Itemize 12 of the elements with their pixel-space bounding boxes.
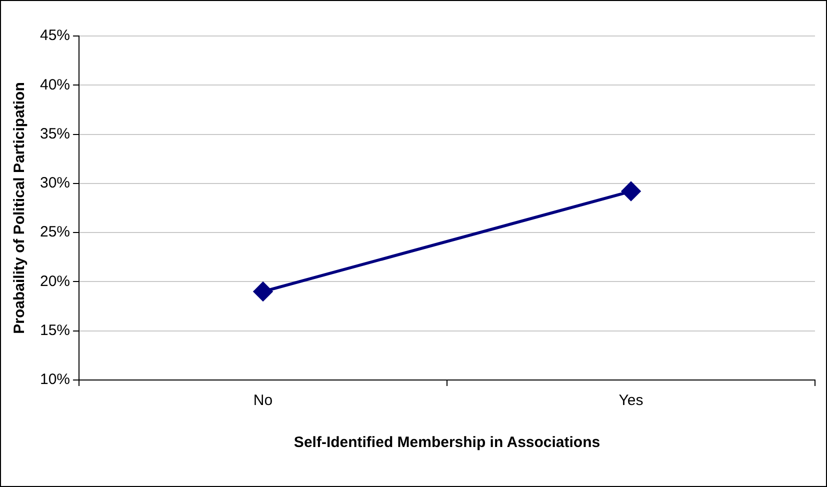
y-tick-label: 20% xyxy=(40,272,70,290)
y-tick-label: 10% xyxy=(40,371,70,388)
y-tick-label: 35% xyxy=(40,125,70,142)
y-tick-label: 25% xyxy=(40,224,70,241)
y-tick-label: 15% xyxy=(40,322,70,339)
y-tick-label: 30% xyxy=(40,174,70,192)
y-tick-label: 40% xyxy=(40,76,70,94)
y-tick-label: 45% xyxy=(40,27,70,44)
x-tick-label: Yes xyxy=(618,392,644,410)
x-axis-title: Self-Identified Membership in Associations xyxy=(294,434,600,452)
x-tick-label: No xyxy=(253,392,273,410)
y-axis-title: Proabaility of Political Participation xyxy=(11,82,28,334)
